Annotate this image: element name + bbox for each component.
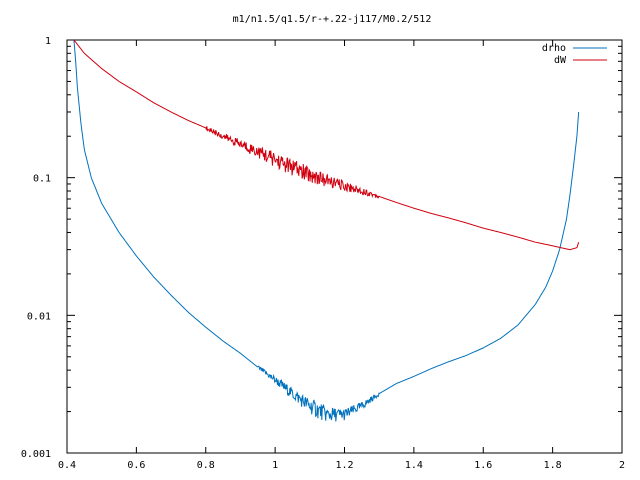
series-layer <box>73 39 580 422</box>
series-line-drho <box>73 39 580 422</box>
chart-title: m1/n1.5/q1.5/r-+.22-j117/M0.2/512 <box>233 14 432 25</box>
x-tick-label: 1.6 <box>474 460 492 471</box>
y-tick-label: 0.1 <box>33 174 51 185</box>
legend-label: drho <box>542 43 566 54</box>
axis-ticks: 0.4 0.6 0.8 1 1.2 1.4 1.6 1.8 2 0.001 0.01 0.1 1 <box>21 36 625 471</box>
y-tick-label: 0.001 <box>21 449 51 460</box>
x-tick-label: 1.2 <box>335 460 353 471</box>
y-tick-label: 1 <box>45 36 51 47</box>
x-tick-label: 0.4 <box>58 460 76 471</box>
legend-label: dW <box>554 55 567 66</box>
x-tick-label: 2 <box>619 460 625 471</box>
y-tick-label: 0.01 <box>27 311 51 322</box>
plot-frame <box>66 39 623 454</box>
x-tick-label: 0.6 <box>127 460 145 471</box>
x-tick-label: 1.4 <box>405 460 423 471</box>
x-tick-label: 1 <box>272 460 278 471</box>
x-tick-label: 1.8 <box>544 460 562 471</box>
plot-border <box>66 39 623 454</box>
series-line-dW <box>73 39 580 251</box>
x-tick-label: 0.8 <box>197 460 215 471</box>
